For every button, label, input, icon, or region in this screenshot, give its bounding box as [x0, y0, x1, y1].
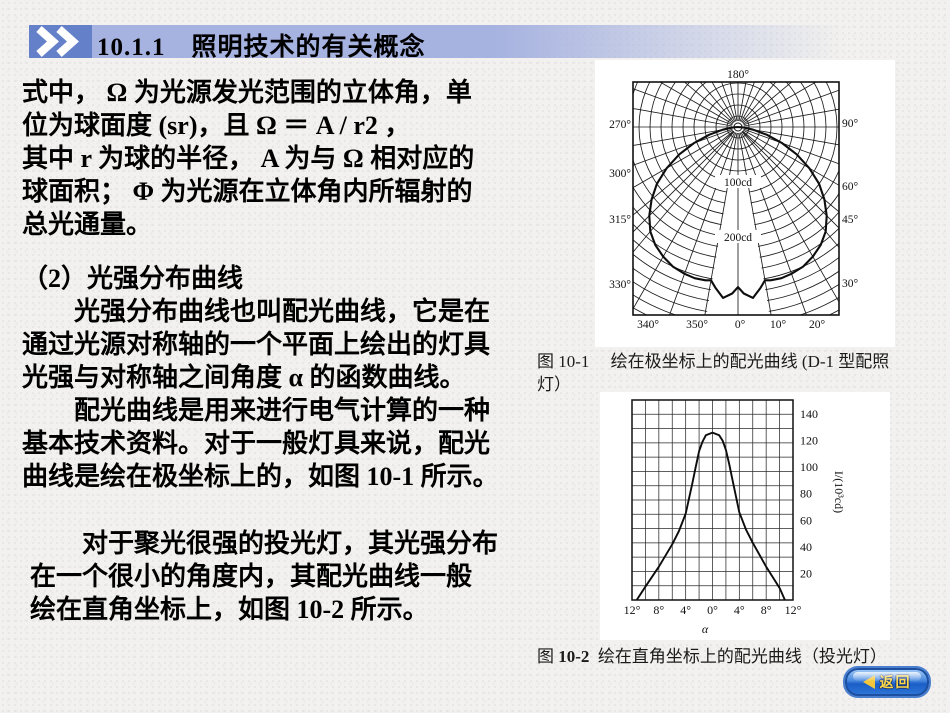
angle-label: 270°	[609, 119, 631, 131]
angle-label: 30°	[842, 278, 859, 290]
x-tick-label: 8°	[761, 603, 772, 617]
text-line: （2）光强分布曲线	[22, 264, 244, 293]
angle-label: 350°	[686, 319, 708, 331]
y-tick-label: 40	[800, 540, 812, 554]
polar-curve	[648, 125, 828, 299]
paragraph-polar-curve: 配光曲线是用来进行电气计算的一种 基本技术资料。对于一般灯具来说，配光 曲线是绘在极…	[22, 394, 499, 493]
angle-label: 60°	[842, 181, 859, 193]
x-tick-label: 12°	[624, 603, 641, 617]
paragraph-distribution-curve: （2）光强分布曲线 光强分布曲线也叫配光曲线，它是在 通过光源对称轴的一个平面上绘…	[22, 262, 490, 394]
header-banner-bar	[80, 25, 875, 58]
text-line: 球面积； Φ 为光源在立体角内所辐射的	[22, 177, 473, 206]
angle-label: 340°	[637, 319, 659, 331]
header-chevron-box	[29, 25, 92, 58]
text-line: 绘在直角坐标上，如图 10-2 所示。	[30, 595, 429, 624]
angle-label: 300°	[609, 168, 631, 180]
paragraph-floodlight-curve: 对于聚光很强的投光灯，其光强分布 在一个很小的角度内，其配光曲线一般 绘在直角坐标上…	[30, 527, 498, 626]
text-line: 其中 r 为球的半径， A 为与 Ω 相对应的	[22, 144, 475, 173]
caption-text: 绘在直角坐标上的配光曲线（投光灯）	[589, 647, 887, 666]
polar-frame	[632, 81, 840, 316]
polar-grid	[633, 82, 839, 315]
text-line: 对于聚光很强的投光灯，其光强分布	[30, 529, 499, 558]
text-line: 配光曲线是用来进行电气计算的一种	[22, 396, 491, 425]
x-tick-label: 12°	[785, 603, 802, 617]
caption-line: 图 10-1 绘在极坐标上的配光曲线 (D-1 型配照	[537, 352, 890, 371]
y-tick-label: 140	[800, 407, 818, 421]
text-line: 曲线是绘在极坐标上的，如图 10-1 所示。	[22, 462, 499, 491]
angle-label: 45°	[842, 214, 859, 226]
chart-frame	[631, 399, 794, 601]
x-tick-label: 4°	[680, 603, 691, 617]
intensity-curve	[635, 431, 786, 601]
y-tick-label: 120	[800, 434, 818, 448]
angle-label: 90°	[842, 118, 859, 130]
page-title: 10.1.1 照明技术的有关概念	[97, 34, 426, 61]
text-line: 在一个很小的角度内，其配光曲线一般	[30, 562, 473, 591]
rectangular-light-distribution-chart: 20 40 60 80 100 120 140 12° 8° 4° 0° 4° 8° 12° α I/(10³…	[624, 399, 846, 636]
ring-label: 200cd	[724, 232, 752, 244]
figure-10-2-caption: 图 10-2 绘在直角坐标上的配光曲线（投光灯）	[537, 645, 949, 668]
polar-light-distribution-chart: 100cd 200cd 180° 270° 300° 315° 330° 90° 60° 45° 3…	[609, 69, 859, 331]
x-axis-label: α	[702, 622, 709, 636]
angle-label: 180°	[727, 69, 749, 81]
x-tick-label: 0°	[707, 603, 718, 617]
angle-label: 20°	[809, 319, 826, 331]
angle-label: 315°	[609, 214, 631, 226]
back-arrow-icon	[862, 675, 875, 689]
y-axis-label: I/(10³cd)	[832, 471, 846, 513]
y-tick-label: 60	[800, 513, 812, 527]
text-line: 基本技术资料。对于一般灯具来说，配光	[22, 429, 491, 458]
caption-line: 灯）	[537, 375, 571, 394]
angle-label: 10°	[770, 319, 787, 331]
x-tick-label: 8°	[653, 603, 664, 617]
caption-figure-number: 10-2	[558, 647, 590, 666]
text-line: 通过光源对称轴的一个平面上绘出的灯具	[22, 330, 491, 359]
text-line: 总光通量。	[22, 210, 153, 239]
y-tick-label: 80	[800, 487, 812, 501]
text-line: 光强分布曲线也叫配光曲线，它是在	[22, 297, 491, 326]
angle-label: 330°	[609, 279, 631, 291]
text-line: 式中， Ω 为光源发光范围的立体角，单	[22, 78, 472, 107]
text-line: 光强与对称轴之间角度 α 的函数曲线。	[22, 363, 466, 392]
figure-10-2-panel: 20 40 60 80 100 120 140 12° 8° 4° 0° 4° 8° 12° α I/(10³…	[600, 392, 890, 640]
y-tick-label: 20	[800, 566, 812, 580]
ring-label: 100cd	[724, 177, 752, 189]
caption-text: 图	[537, 647, 559, 666]
back-button[interactable]: 返回	[845, 668, 929, 696]
figure-10-1-caption: 图 10-1 绘在极坐标上的配光曲线 (D-1 型配照 灯）	[537, 350, 949, 396]
chevrons-icon	[36, 26, 80, 57]
y-tick-label: 100	[800, 460, 818, 474]
paragraph-solid-angle: 式中， Ω 为光源发光范围的立体角，单 位为球面度 (sr)，且 Ω ＝ A / …	[22, 76, 474, 241]
figure-10-1-panel: 100cd 200cd 180° 270° 300° 315° 330° 90° 60° 45° 3…	[595, 60, 895, 347]
x-tick-label: 4°	[734, 603, 745, 617]
angle-label: 0°	[735, 319, 746, 331]
back-button-label: 返回	[879, 675, 912, 691]
text-line: 位为球面度 (sr)，且 Ω ＝ A / r2 ，	[22, 111, 411, 140]
